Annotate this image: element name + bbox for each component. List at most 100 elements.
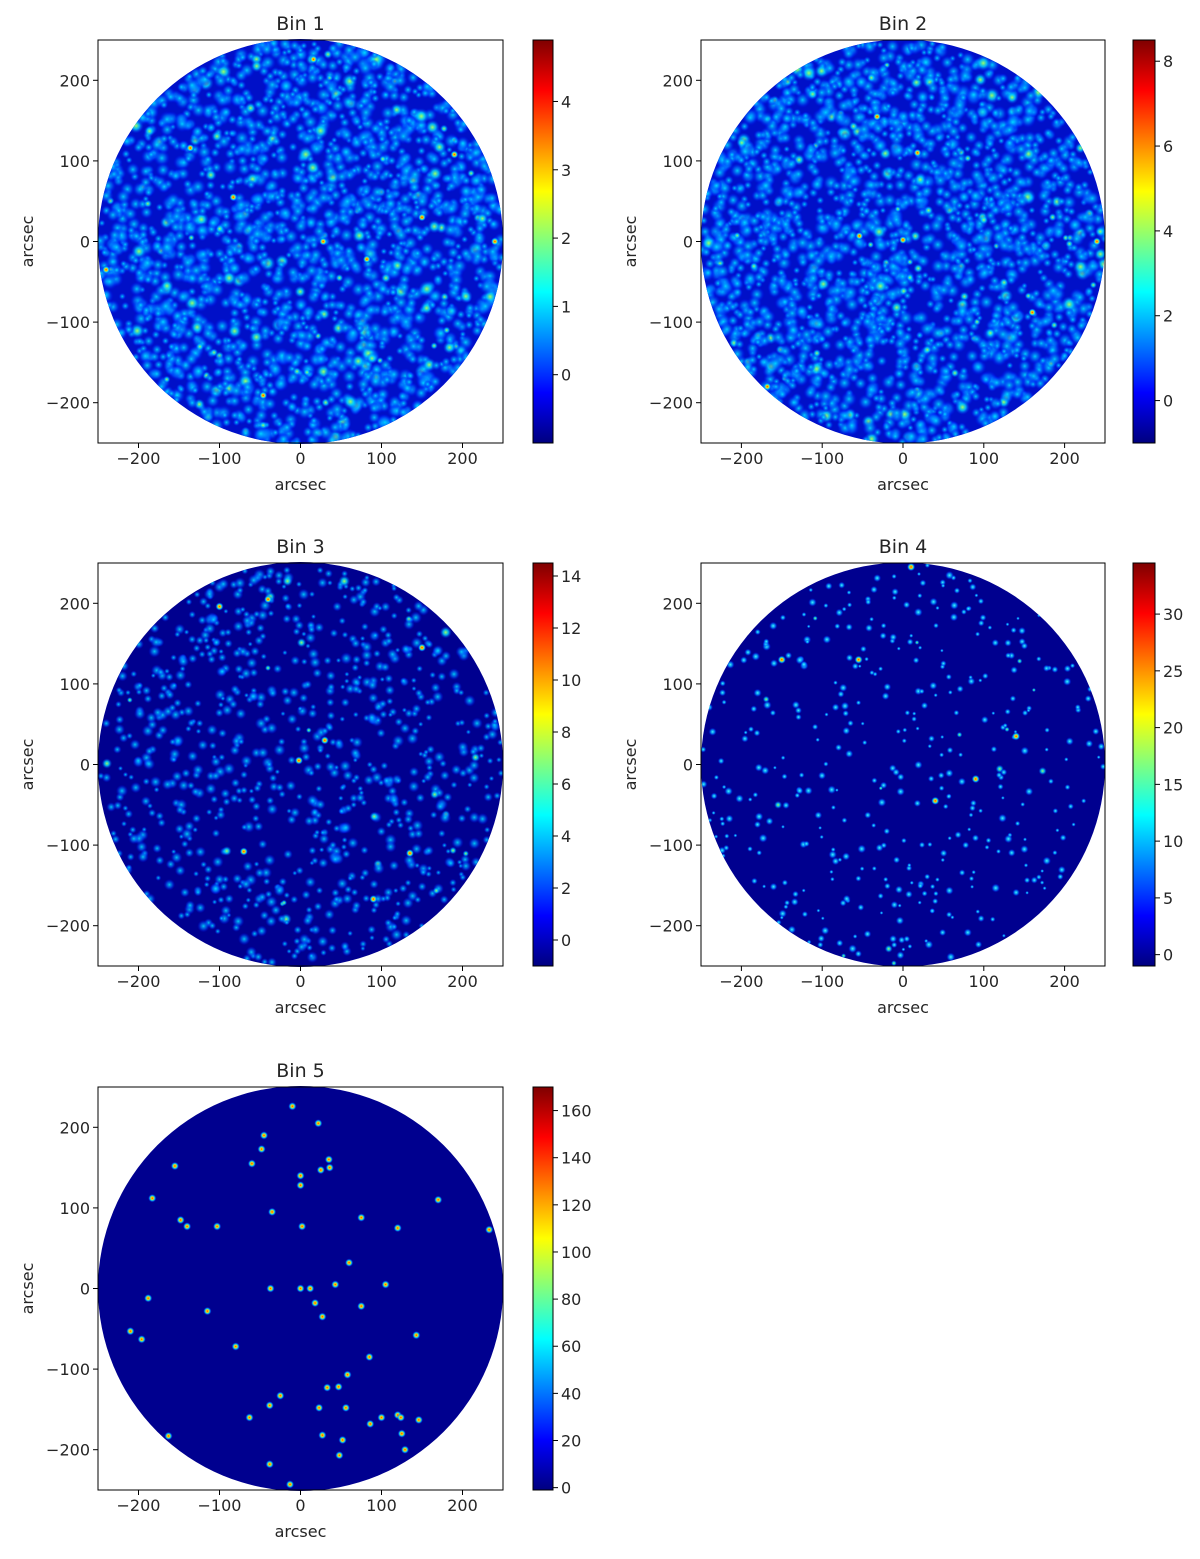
- noise-blob: [1031, 288, 1042, 299]
- noise-blob: [722, 155, 734, 167]
- noise-blob: [277, 108, 289, 120]
- noise-blob: [236, 80, 247, 91]
- noise-blob: [894, 368, 905, 379]
- noise-blob: [736, 324, 745, 333]
- noise-blob: [773, 194, 787, 208]
- noise-blob: [318, 846, 325, 853]
- noise-blob: [443, 341, 456, 354]
- noise-blob: [457, 206, 473, 222]
- noise-blob: [449, 878, 457, 887]
- noise-blob: [886, 397, 898, 409]
- noise-blob: [327, 42, 339, 54]
- noise-blob: [460, 175, 472, 187]
- noise-blob: [806, 271, 821, 286]
- noise-blob: [1067, 131, 1079, 143]
- noise-blob: [115, 188, 132, 205]
- noise-blob: [340, 274, 357, 291]
- noise-blob: [237, 339, 250, 352]
- noise-blob: [451, 257, 468, 275]
- noise-blob: [158, 351, 169, 362]
- noise-blob: [829, 282, 846, 298]
- noise-blob: [893, 177, 908, 193]
- noise-blob: [458, 183, 474, 199]
- noise-blob: [719, 222, 733, 236]
- noise-blob: [798, 326, 815, 343]
- noise-blob: [794, 304, 810, 319]
- noise-blob: [889, 212, 904, 227]
- noise-blob: [483, 826, 491, 834]
- noise-blob: [301, 176, 311, 185]
- noise-blob: [428, 375, 442, 388]
- noise-blob: [298, 75, 307, 85]
- noise-blob: [186, 396, 199, 410]
- noise-blob: [917, 207, 927, 218]
- noise-blob: [826, 144, 844, 162]
- noise-blob: [1084, 190, 1101, 207]
- noise-blob: [989, 275, 1001, 287]
- noise-blob: [184, 680, 193, 689]
- noise-blob: [810, 176, 825, 192]
- noise-blob: [1043, 333, 1057, 347]
- noise-blob: [947, 350, 961, 364]
- noise-blob: [398, 280, 411, 294]
- noise-blob: [442, 221, 459, 239]
- noise-blob: [247, 795, 257, 805]
- noise-blob: [1045, 282, 1062, 299]
- noise-blob: [296, 637, 307, 648]
- noise-blob: [214, 92, 230, 108]
- noise-blob: [796, 349, 811, 364]
- noise-blob: [908, 373, 924, 388]
- noise-blob: [125, 162, 140, 177]
- noise-blob: [742, 109, 759, 126]
- noise-blob: [258, 257, 270, 269]
- x-tick-label: −100: [198, 449, 242, 468]
- noise-blob: [855, 164, 867, 176]
- noise-blob: [221, 159, 239, 176]
- noise-blob: [444, 303, 460, 318]
- noise-blob: [919, 119, 934, 133]
- noise-blob: [307, 708, 318, 719]
- noise-blob: [352, 66, 361, 76]
- noise-blob: [367, 373, 384, 390]
- noise-blob: [774, 273, 790, 289]
- noise-blob: [305, 727, 312, 734]
- noise-blob: [931, 104, 945, 117]
- x-tick-label: −100: [800, 449, 844, 468]
- noise-blob: [1017, 81, 1032, 95]
- noise-blob: [831, 180, 842, 192]
- noise-blob: [349, 747, 361, 759]
- noise-blob: [876, 41, 884, 49]
- noise-blob: [743, 180, 753, 190]
- noise-blob: [1011, 388, 1024, 401]
- x-tick-label: 0: [898, 449, 908, 468]
- noise-blob: [366, 148, 380, 162]
- noise-blob: [204, 90, 213, 99]
- colorbar-tick-label: 1: [561, 297, 571, 316]
- noise-blob: [305, 643, 311, 649]
- noise-blob: [903, 428, 920, 444]
- noise-blob: [193, 591, 201, 598]
- noise-blob: [250, 59, 263, 73]
- noise-blob: [841, 334, 850, 343]
- noise-blob: [357, 102, 365, 110]
- noise-blob: [786, 395, 801, 410]
- noise-blob: [272, 287, 286, 301]
- noise-blob: [143, 314, 152, 323]
- noise-blob: [376, 282, 390, 296]
- noise-blob: [131, 255, 141, 266]
- noise-blob: [971, 382, 979, 390]
- noise-blob: [426, 201, 437, 211]
- noise-blob: [323, 909, 335, 920]
- noise-blob: [969, 111, 980, 123]
- noise-blob: [460, 216, 470, 227]
- noise-blob: [330, 98, 346, 114]
- noise-blob: [1016, 231, 1028, 244]
- noise-blob: [192, 644, 201, 653]
- noise-blob: [434, 196, 444, 206]
- noise-blob: [217, 728, 228, 738]
- colorbar-tick-label: 6: [1163, 137, 1173, 156]
- noise-blob: [354, 584, 363, 592]
- noise-blob: [340, 697, 350, 708]
- colorbar-scale: [1132, 39, 1156, 444]
- noise-blob: [311, 395, 323, 407]
